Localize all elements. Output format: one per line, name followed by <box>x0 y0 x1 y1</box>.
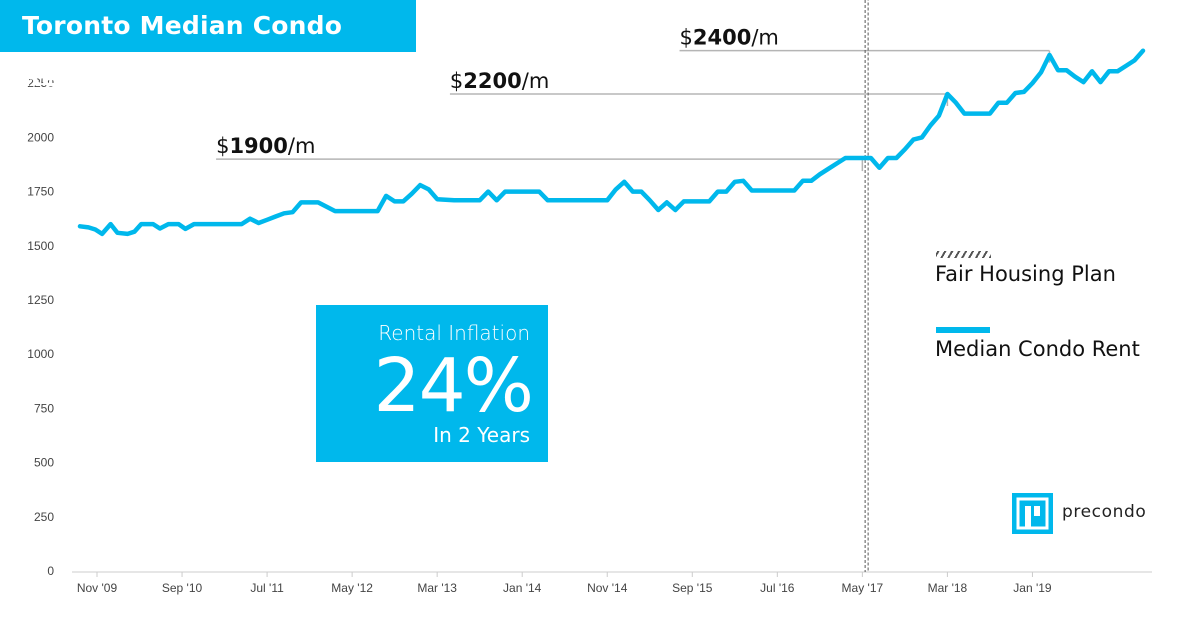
precondo-logo-icon <box>1012 493 1053 534</box>
x-tick-label: Jul '16 <box>760 581 795 595</box>
price-annotation-prefix: $ <box>450 69 463 93</box>
legend-median-rent-label: Median Condo Rent <box>935 337 1140 361</box>
y-tick-label: 1000 <box>27 347 54 361</box>
chart-title: Toronto Median Condo Rent <box>0 0 416 92</box>
price-annotation-suffix: /m <box>522 69 550 93</box>
price-annotation-value: 1900 <box>229 134 287 158</box>
x-tick-label: Nov '09 <box>77 581 118 595</box>
legend-fair-housing-label: Fair Housing Plan <box>935 262 1116 286</box>
x-tick-label: May '17 <box>842 581 884 595</box>
inflation-label: Rental Inflation <box>378 321 530 345</box>
x-tick-label: Jul '11 <box>250 581 284 595</box>
price-annotation-value: 2400 <box>693 26 751 50</box>
rental-inflation-box: Rental Inflation 24% In 2 Years <box>316 305 548 462</box>
price-annotation-label: $1900/m <box>216 134 315 158</box>
y-tick-label: 0 <box>47 564 54 578</box>
x-tick-label: Jan '14 <box>503 581 542 595</box>
x-tick-label: May '12 <box>331 581 373 595</box>
median-condo-rent-line <box>77 48 1146 237</box>
median-rent-series <box>77 48 1146 237</box>
inflation-value: 24% <box>373 343 534 429</box>
x-tick-label: Mar '13 <box>417 581 457 595</box>
x-axis-ticks: Nov '09 Sep '10 Jul '11 May '12 Mar '13 Jan '… <box>77 572 1052 595</box>
price-annotation-suffix: /m <box>751 26 779 50</box>
y-tick-label: 1500 <box>27 239 54 253</box>
y-tick-label: 2250 <box>27 76 54 90</box>
x-tick-label: Sep '15 <box>672 581 713 595</box>
legend-fair-housing-swatch <box>936 251 991 258</box>
fair-housing-plan-marker <box>864 0 869 572</box>
x-tick-label: Sep '10 <box>162 581 203 595</box>
price-annotation-prefix: $ <box>216 134 229 158</box>
y-tick-label: 500 <box>34 456 54 470</box>
y-tick-label: 1750 <box>27 185 54 199</box>
y-tick-label: 250 <box>34 510 54 524</box>
y-tick-label: 750 <box>34 401 54 415</box>
y-tick-label: 2000 <box>27 130 54 144</box>
brand-name: precondo <box>1062 502 1147 522</box>
x-tick-label: Mar '18 <box>928 581 968 595</box>
price-annotation-prefix: $ <box>680 26 693 50</box>
legend-median-rent-swatch <box>936 327 990 333</box>
price-annotations: $1900/m$2200/m$2400/m <box>216 26 1051 172</box>
price-annotation-value: 2200 <box>463 69 521 93</box>
x-tick-label: Nov '14 <box>587 581 628 595</box>
y-axis-ticks: 0 250 500 750 1000 1250 1500 1750 2000 2250 <box>27 76 54 578</box>
price-annotation-suffix: /m <box>288 134 316 158</box>
inflation-period: In 2 Years <box>433 423 530 447</box>
price-annotation-label: $2200/m <box>450 69 549 93</box>
x-tick-label: Jan '19 <box>1013 581 1052 595</box>
price-annotation-label: $2400/m <box>680 26 779 50</box>
y-tick-label: 1250 <box>27 293 54 307</box>
